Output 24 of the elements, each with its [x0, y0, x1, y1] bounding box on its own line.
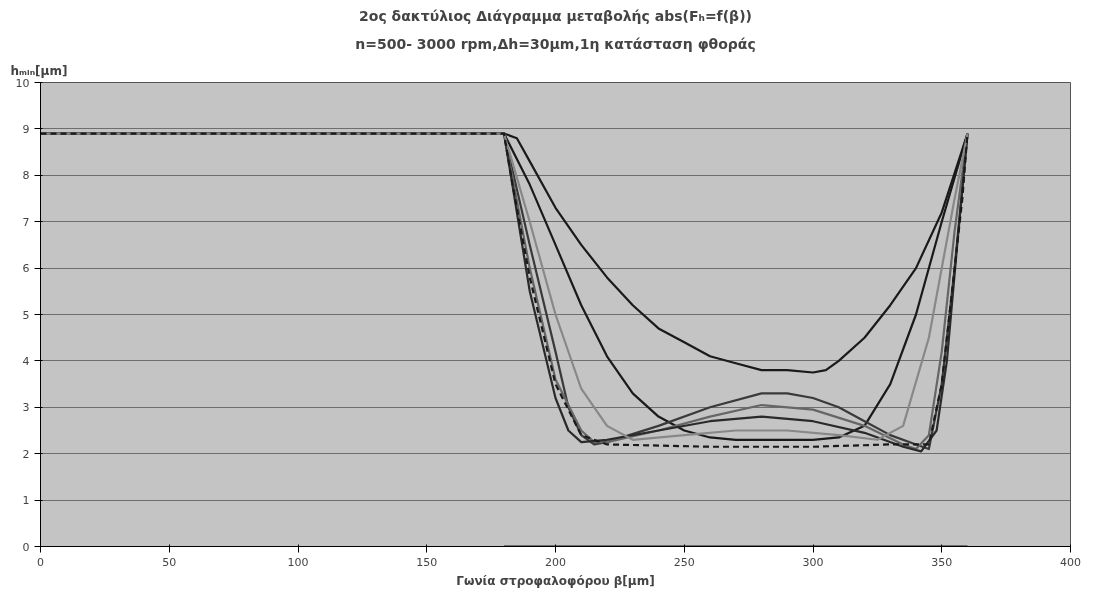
y-tick-label: 2: [22, 447, 30, 461]
chart-title: 2ος δακτύλιος Διάγραμμα μεταβολής abs(Fₕ=f(β)): [359, 7, 752, 24]
x-tick-label: 100: [287, 555, 309, 569]
x-tick-label: 50: [162, 555, 177, 569]
y-tick-label: 1: [22, 494, 30, 508]
x-tick-label: 250: [673, 555, 695, 569]
x-tick-label: 350: [931, 555, 953, 569]
y-tick-label: 4: [22, 354, 30, 368]
y-axis-title: hₘᵢₙ[μm]: [10, 63, 68, 78]
y-tick-label: 10: [15, 76, 30, 90]
chart-subtitle: n=500- 3000 rpm,Δh=30μm,1η κατάσταση φθοράς: [355, 35, 756, 52]
x-axis-title: Γωνία στροφαλοφόρου β[μm]: [456, 573, 655, 588]
y-tick-label: 3: [22, 401, 30, 415]
x-tick-label: 300: [802, 555, 824, 569]
y-tick-label: 9: [22, 122, 30, 136]
x-tick-label: 150: [416, 555, 438, 569]
y-tick-label: 7: [22, 215, 30, 229]
x-tick-label: 0: [37, 555, 44, 569]
y-tick-label: 8: [22, 169, 30, 183]
y-tick-label: 5: [22, 308, 30, 322]
x-tick-label: 200: [545, 555, 566, 569]
y-tick-label: 6: [22, 262, 30, 276]
y-tick-label: 0: [22, 540, 30, 554]
x-tick-label: 400: [1060, 555, 1081, 569]
